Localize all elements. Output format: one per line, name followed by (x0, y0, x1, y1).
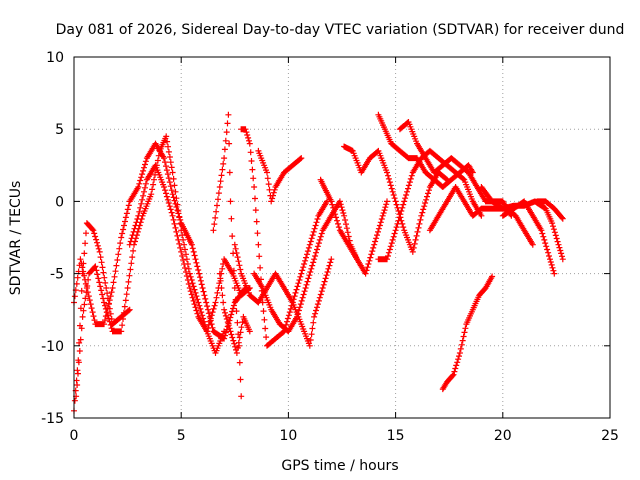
series-sat-s (499, 198, 558, 277)
data-marker-trace (126, 162, 253, 335)
y-tick-label: -15 (41, 411, 64, 427)
x-axis-label: GPS time / hours (281, 458, 398, 474)
y-axis-ticks: -15 -10 -5 0 5 10 (41, 50, 610, 427)
series-sat-g (238, 126, 330, 349)
data-marker-trace (439, 273, 496, 393)
series-sat-o (396, 119, 515, 219)
chart-title: Day 081 of 2026, Sidereal Day-to-day VTE… (56, 22, 625, 38)
series-sat-f (216, 270, 253, 356)
data-marker-trace (73, 133, 228, 400)
y-tick-label: 10 (46, 50, 64, 66)
data-marker-trace (251, 198, 360, 335)
series-sat-e (210, 111, 245, 400)
x-tick-label: 20 (494, 428, 512, 444)
series-sat-r (478, 184, 566, 263)
data-marker-trace (231, 241, 335, 349)
x-tick-label: 10 (279, 428, 297, 444)
x-tick-label: 5 (177, 428, 186, 444)
data-marker-trace (216, 270, 253, 356)
data-points (71, 111, 566, 414)
series-sat-l (341, 143, 451, 255)
series-sat-i (251, 198, 360, 335)
y-tick-label: -5 (50, 267, 64, 283)
x-tick-label: 15 (387, 428, 405, 444)
data-marker-trace (396, 119, 515, 219)
series-sat-b (73, 133, 228, 400)
x-tick-label: 0 (70, 428, 79, 444)
y-tick-label: 5 (55, 122, 64, 138)
series-sat-j (231, 241, 335, 349)
data-marker-trace (478, 184, 566, 263)
series-sat-t (534, 198, 566, 222)
data-marker-trace (210, 111, 245, 400)
x-tick-label: 25 (601, 428, 619, 444)
y-tick-label: 0 (55, 194, 64, 210)
x-axis-ticks: 0 5 10 15 20 25 (70, 57, 619, 444)
data-marker-trace (534, 198, 566, 222)
series-sat-q (439, 273, 496, 393)
series-sat-h (255, 147, 305, 205)
y-axis-label: SDTVAR / TECUs (8, 181, 24, 296)
data-marker-trace (317, 176, 390, 277)
y-tick-label: -10 (41, 339, 64, 355)
data-marker-trace (341, 143, 451, 255)
plot-frame (73, 56, 611, 419)
data-marker-trace (255, 147, 305, 205)
data-marker-trace (499, 198, 558, 277)
series-sat-k (317, 176, 390, 277)
data-marker-trace (238, 126, 330, 349)
series-sat-d (126, 162, 253, 335)
